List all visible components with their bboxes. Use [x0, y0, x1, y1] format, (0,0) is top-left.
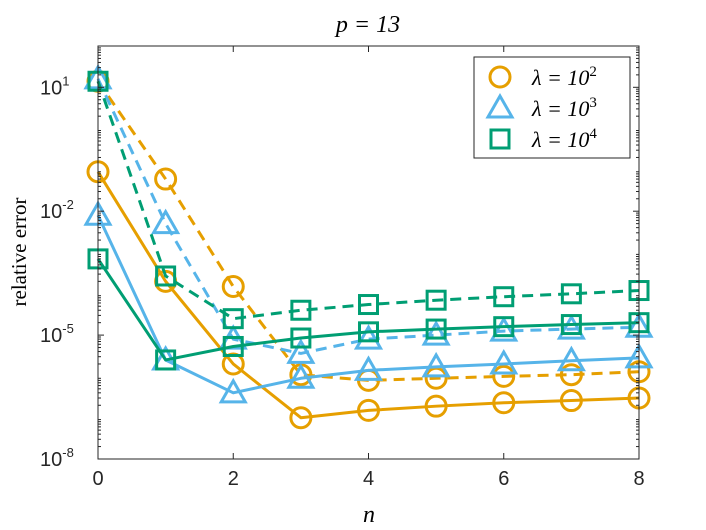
data-point — [222, 335, 244, 357]
data-point — [559, 389, 583, 413]
data-point — [155, 265, 177, 287]
x-tick-label: 0 — [92, 468, 103, 490]
legend-label: λ = 103 — [531, 95, 597, 121]
series-line — [96, 214, 640, 395]
x-axis-label: n — [363, 502, 375, 528]
y-tick-label: 101 — [40, 73, 69, 99]
data-point — [155, 349, 177, 371]
data-point — [424, 394, 448, 418]
data-point — [489, 316, 519, 342]
data-point — [421, 320, 451, 346]
data-point — [492, 364, 516, 388]
y-tick-label: 10-5 — [40, 321, 74, 347]
y-axis: 10-8 10-5 10-2 101 — [40, 47, 639, 471]
data-point — [560, 314, 582, 336]
legend-marker — [485, 92, 515, 119]
y-tick-label: 10-8 — [40, 445, 74, 471]
legend-label: λ = 104 — [531, 126, 597, 152]
x-tick-label: 2 — [228, 468, 239, 490]
legend-item: λ = 104 — [489, 126, 597, 152]
data-point — [221, 352, 245, 376]
series-square-dashed — [87, 70, 650, 330]
data-point — [286, 338, 316, 364]
data-point — [559, 363, 583, 387]
series-line — [96, 171, 640, 420]
series-line — [96, 80, 640, 321]
data-point — [289, 406, 313, 430]
x-axis: 0 2 4 6 8 — [92, 46, 645, 490]
data-point — [556, 314, 586, 340]
legend: λ = 102 λ = 103 λ = 104 — [473, 56, 631, 159]
data-point — [358, 321, 379, 343]
data-point — [489, 348, 519, 375]
data-point — [290, 299, 312, 321]
series-line — [96, 78, 640, 355]
data-point — [290, 327, 312, 349]
x-tick-label: 6 — [498, 468, 509, 490]
legend-marker — [489, 128, 511, 150]
data-point — [425, 289, 447, 311]
data-point — [357, 398, 380, 422]
data-point — [222, 308, 244, 330]
data-point — [221, 275, 245, 299]
data-point — [358, 294, 379, 316]
legend-label: λ = 102 — [531, 64, 597, 90]
data-point — [493, 316, 515, 338]
series-line — [96, 258, 640, 362]
data-point — [286, 363, 316, 389]
x-tick-label: 8 — [633, 468, 644, 490]
data-point — [421, 351, 451, 378]
y-tick-label: 10-2 — [40, 197, 74, 223]
x-tick-label: 4 — [363, 468, 374, 490]
data-point — [560, 283, 582, 305]
y-axis-label: relative error — [7, 197, 31, 306]
data-point — [218, 377, 248, 404]
data-point — [492, 391, 516, 415]
chart-title: p = 13 — [334, 12, 400, 38]
legend-item: λ = 102 — [488, 64, 597, 90]
data-point — [493, 286, 515, 308]
data-point — [425, 318, 447, 340]
legend-box — [473, 56, 631, 159]
data-point — [151, 208, 181, 235]
legend-marker — [488, 65, 512, 89]
legend-item: λ = 103 — [485, 92, 597, 121]
data-point — [353, 324, 384, 350]
data-point — [353, 355, 384, 381]
data-point — [556, 345, 586, 372]
data-point — [154, 167, 178, 191]
